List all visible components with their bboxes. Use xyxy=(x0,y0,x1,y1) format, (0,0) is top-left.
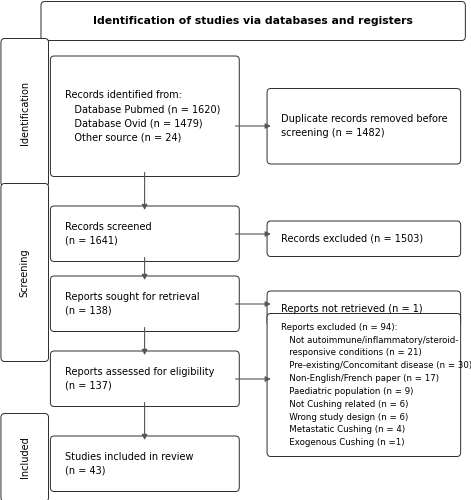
FancyBboxPatch shape xyxy=(50,276,239,332)
FancyBboxPatch shape xyxy=(1,184,49,362)
Text: Reports excluded (n = 94):
   Not autoimmune/inflammatory/steroid-
   responsive: Reports excluded (n = 94): Not autoimmun… xyxy=(281,322,471,448)
FancyBboxPatch shape xyxy=(267,291,461,326)
Text: Reports not retrieved (n = 1): Reports not retrieved (n = 1) xyxy=(281,304,423,314)
FancyBboxPatch shape xyxy=(267,88,461,164)
Text: Records screened
(n = 1641): Records screened (n = 1641) xyxy=(65,222,151,246)
Text: Studies included in review
(n = 43): Studies included in review (n = 43) xyxy=(65,452,193,476)
FancyBboxPatch shape xyxy=(267,221,461,256)
FancyBboxPatch shape xyxy=(41,2,465,40)
Text: Records excluded (n = 1503): Records excluded (n = 1503) xyxy=(281,234,423,244)
Text: Duplicate records removed before
screening (n = 1482): Duplicate records removed before screeni… xyxy=(281,114,448,138)
Text: Records identified from:
   Database Pubmed (n = 1620)
   Database Ovid (n = 147: Records identified from: Database Pubmed… xyxy=(65,90,220,143)
FancyBboxPatch shape xyxy=(1,38,49,186)
Text: Reports assessed for eligibility
(n = 137): Reports assessed for eligibility (n = 13… xyxy=(65,366,214,391)
FancyBboxPatch shape xyxy=(1,414,49,500)
Text: Identification: Identification xyxy=(20,80,30,144)
FancyBboxPatch shape xyxy=(50,351,239,406)
Text: Screening: Screening xyxy=(20,248,30,297)
FancyBboxPatch shape xyxy=(267,314,461,456)
Text: Reports sought for retrieval
(n = 138): Reports sought for retrieval (n = 138) xyxy=(65,292,199,316)
FancyBboxPatch shape xyxy=(50,56,239,176)
Text: Included: Included xyxy=(20,436,30,478)
Text: Identification of studies via databases and registers: Identification of studies via databases … xyxy=(93,16,413,26)
FancyBboxPatch shape xyxy=(50,206,239,262)
FancyBboxPatch shape xyxy=(50,436,239,492)
